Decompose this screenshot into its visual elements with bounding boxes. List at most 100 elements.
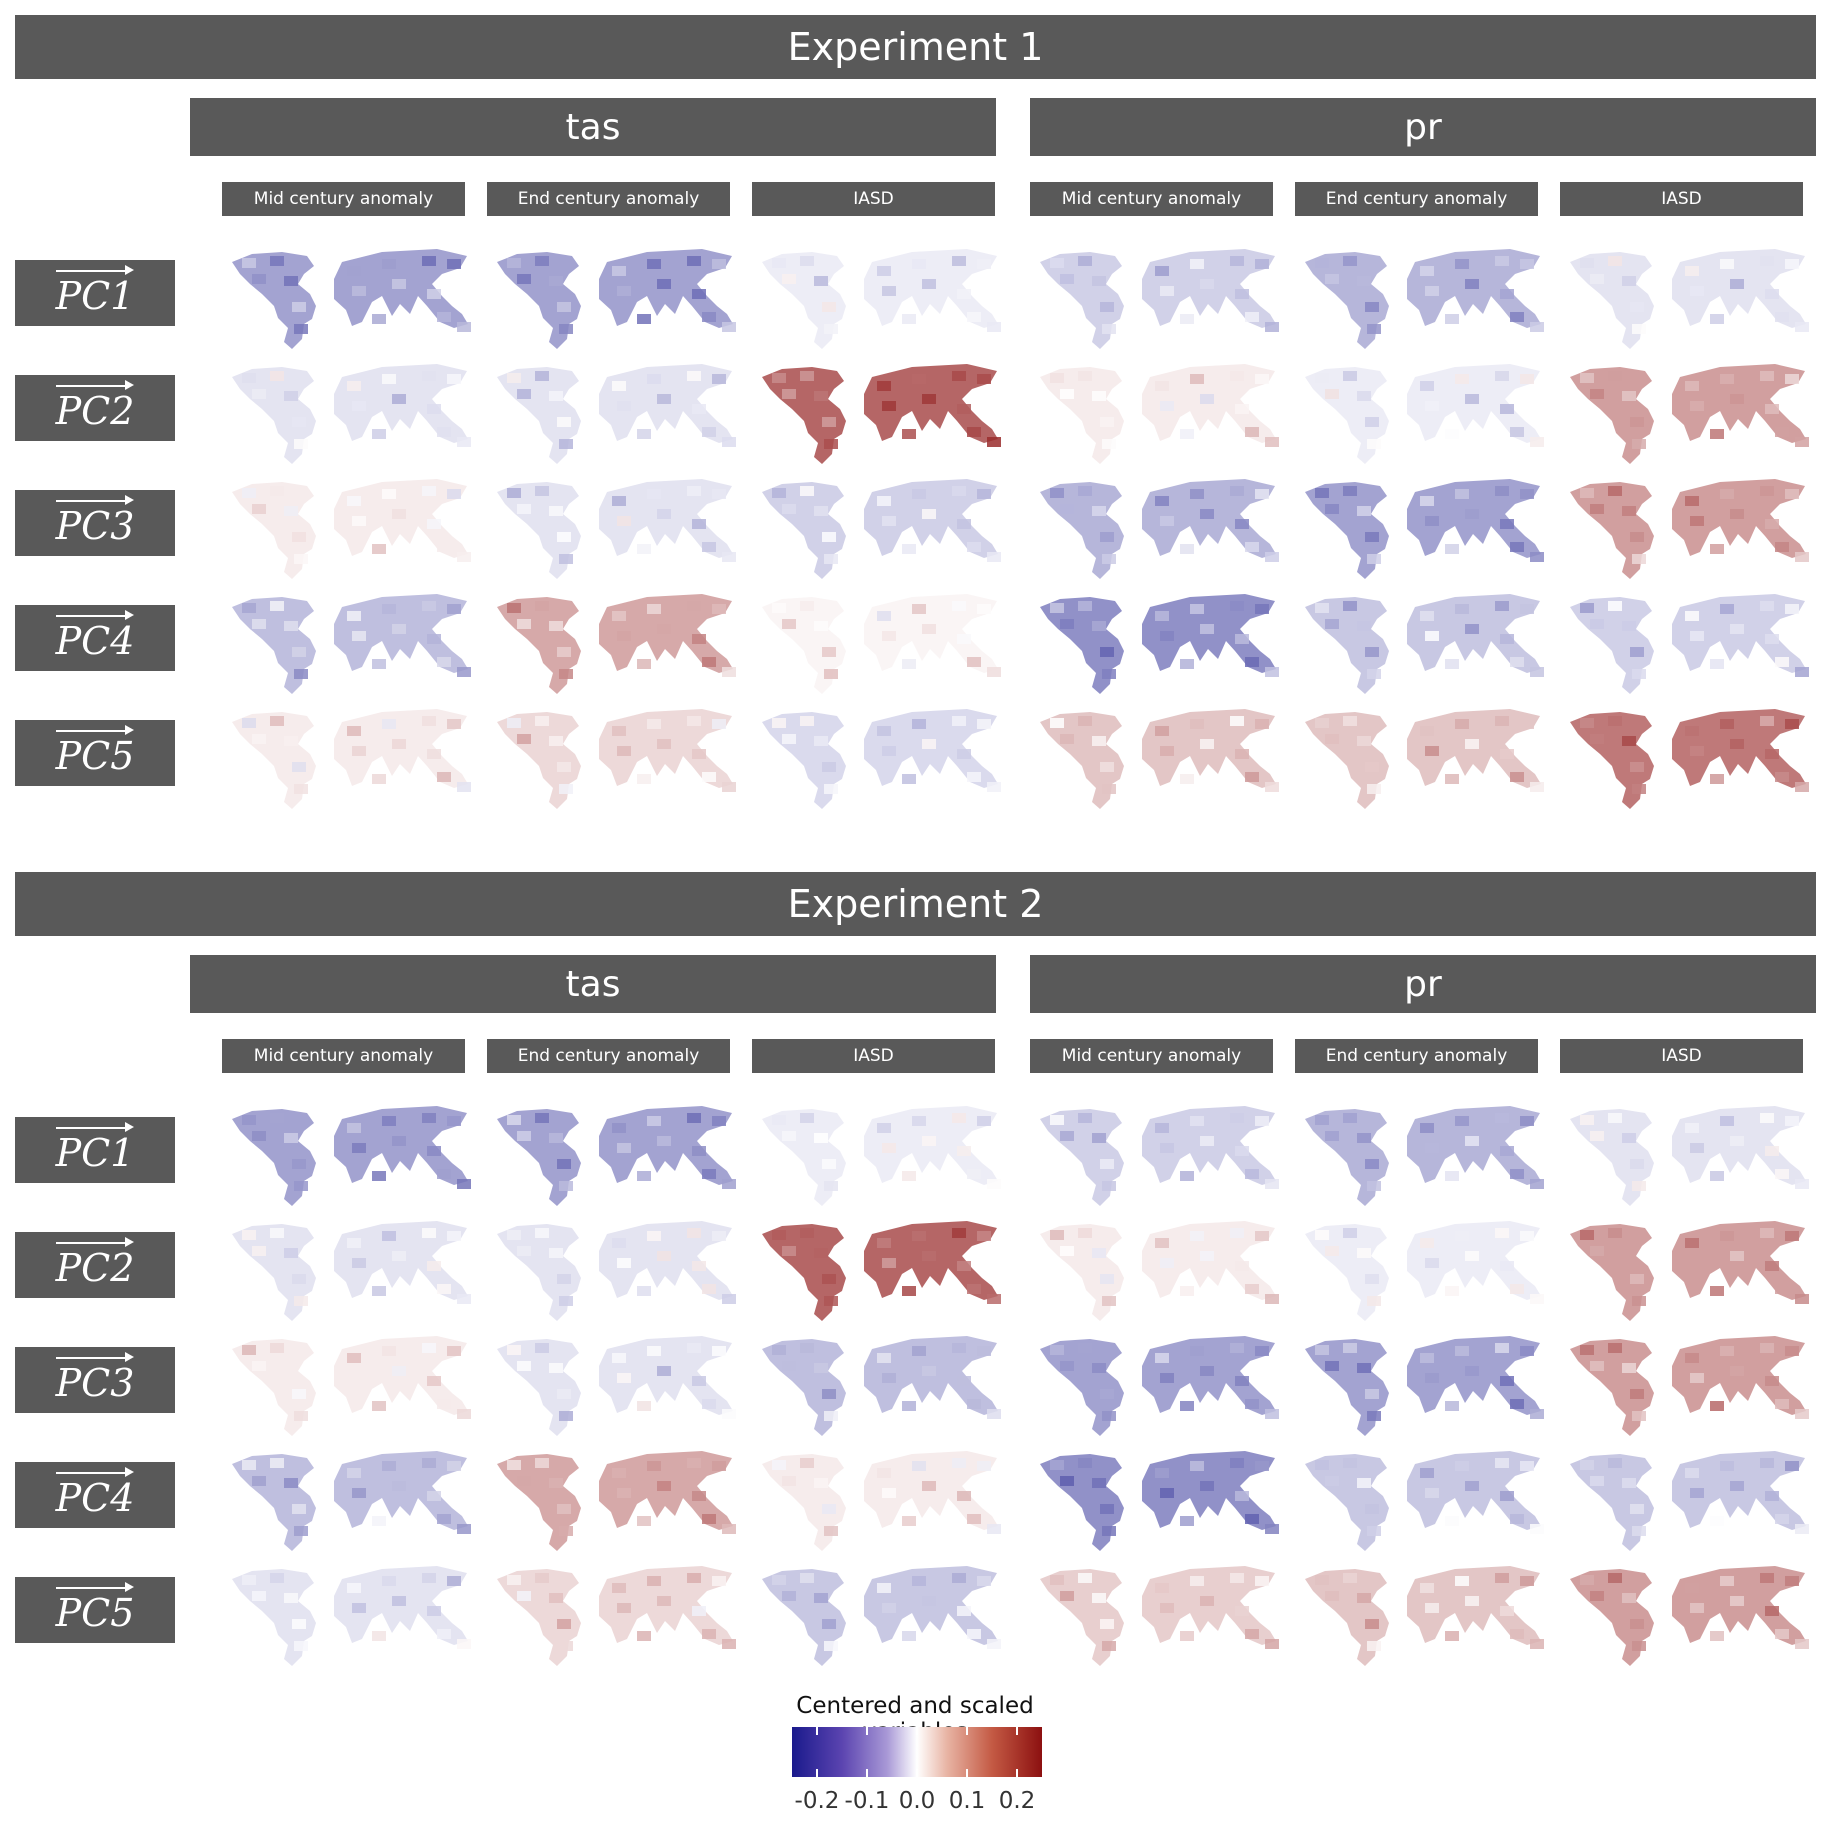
grid-cell (559, 554, 573, 564)
grid-cell (1155, 496, 1169, 506)
grid-cell (242, 1115, 256, 1125)
exp2-pc2-label: PC2 (15, 1232, 175, 1298)
exp1-pc5-tas-mid-map (222, 704, 472, 809)
grid-cell (1630, 1159, 1644, 1169)
grid-cell (952, 1228, 966, 1238)
grid-cell (912, 1576, 926, 1586)
grid-cell (1608, 1113, 1622, 1123)
grid-cell (517, 1246, 531, 1256)
grid-cell (1685, 496, 1699, 506)
grid-cell (1580, 1230, 1594, 1240)
grid-cell (507, 1460, 521, 1470)
grid-cell (922, 1596, 936, 1606)
grid-cell (782, 274, 796, 284)
grid-cell (1445, 1401, 1459, 1411)
grid-cell (987, 1294, 1001, 1304)
map-svg (1570, 364, 1809, 464)
grid-cell (1760, 1573, 1774, 1583)
exp2-pc4-pr-mid-map (1030, 1446, 1280, 1551)
grid-cell (612, 611, 626, 621)
grid-cell (612, 1468, 626, 1478)
grid-cell (1455, 374, 1469, 384)
grid-cell (782, 1361, 796, 1371)
exp1-tas-iasd-header: IASD (752, 182, 995, 216)
grid-cell (612, 1123, 626, 1133)
grid-cell (647, 719, 661, 729)
grid-cell (637, 1401, 651, 1411)
grid-cell (987, 437, 1001, 447)
grid-cell (824, 669, 838, 679)
grid-cell (912, 604, 926, 614)
grid-cell (1690, 631, 1704, 641)
grid-cell (1510, 427, 1524, 437)
exp2-variable-tas-header: tas (190, 955, 996, 1013)
grid-cell (1102, 324, 1116, 334)
grid-cell (1102, 1411, 1116, 1421)
grid-cell (882, 1373, 896, 1383)
grid-cell (1510, 657, 1524, 667)
grid-cell (559, 1296, 573, 1306)
exp1-pc2-tas-end-map (487, 359, 737, 464)
map-svg (1305, 479, 1544, 579)
grid-cell (1632, 1296, 1646, 1306)
map-svg (232, 1106, 471, 1206)
map-svg (497, 709, 736, 809)
grid-cell (1795, 437, 1809, 447)
map-svg (762, 479, 1001, 579)
grid-cell (1367, 669, 1381, 679)
grid-cell (1632, 1181, 1646, 1191)
grid-cell (637, 429, 651, 439)
grid-cell (1102, 1181, 1116, 1191)
grid-cell (657, 394, 671, 404)
grid-cell (447, 1231, 461, 1241)
grid-cell (557, 532, 571, 542)
grid-cell (1455, 719, 1469, 729)
grid-cell (507, 603, 521, 613)
exp1-pc5-pr-mid-map (1030, 704, 1280, 809)
grid-cell (1720, 259, 1734, 269)
grid-cell (617, 1258, 631, 1268)
grid-cell (1530, 552, 1544, 562)
grid-cell (1367, 784, 1381, 794)
grid-cell (824, 1641, 838, 1651)
grid-cell (437, 1284, 451, 1294)
grid-cell (1102, 1526, 1116, 1536)
legend-tick-mark (966, 1769, 968, 1777)
grid-cell (1420, 726, 1434, 736)
grid-cell (1365, 532, 1379, 542)
grid-cell (772, 258, 786, 268)
grid-cell (1765, 404, 1779, 414)
grid-cell (1102, 1296, 1116, 1306)
grid-cell (657, 1596, 671, 1606)
grid-cell (1730, 1481, 1744, 1491)
grid-cell (1730, 739, 1744, 749)
exp2-pc3-tas-mid-map (222, 1331, 472, 1436)
grid-cell (1685, 266, 1699, 276)
grid-cell (252, 1131, 266, 1141)
exp2-tas-iasd-header: IASD (752, 1039, 995, 1073)
grid-cell (1495, 1458, 1509, 1468)
grid-cell (712, 719, 726, 729)
grid-cell (1720, 1576, 1734, 1586)
legend-tick-mark (816, 1727, 818, 1735)
grid-cell (1092, 391, 1106, 401)
grid-cell (1710, 1401, 1724, 1411)
grid-cell (1230, 1458, 1244, 1468)
grid-cell (922, 1366, 936, 1376)
grid-cell (782, 1476, 796, 1486)
grid-cell (1455, 1231, 1469, 1241)
grid-cell (1455, 1346, 1469, 1356)
grid-cell (977, 719, 991, 729)
grid-cell (922, 279, 936, 289)
grid-cell (517, 734, 531, 744)
exp1-pc4-pr-iasd-map (1560, 589, 1810, 694)
grid-cell (1190, 374, 1204, 384)
grid-cell (1420, 1238, 1434, 1248)
grid-cell (1520, 604, 1534, 614)
grid-cell (912, 259, 926, 269)
grid-cell (1710, 659, 1724, 669)
grid-cell (352, 1373, 366, 1383)
map-svg (232, 364, 471, 464)
grid-cell (252, 1591, 266, 1601)
grid-cell (1050, 1460, 1064, 1470)
